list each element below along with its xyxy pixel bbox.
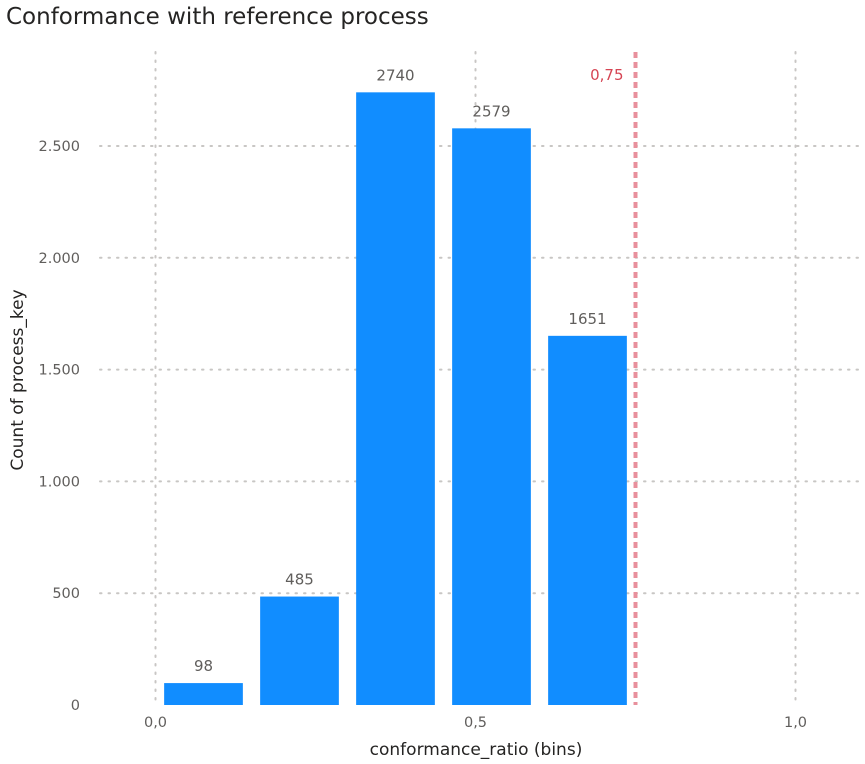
bar-value-label: 98 [194,657,213,675]
y-tick-label: 1.000 [38,474,80,490]
y-axis-title: Count of process_key [8,289,28,470]
x-tick-label: 0,0 [144,715,167,731]
y-tick-label: 1.500 [38,363,80,379]
histogram-bar [548,335,627,705]
y-tick-label: 500 [52,586,80,602]
bar-value-label: 1651 [568,310,606,328]
reference-line-label: 0,75 [590,66,623,84]
data-labels: 98 485 2740 2579 1651 [194,66,607,675]
x-tick-label: 1,0 [784,715,807,731]
histogram-bar [164,683,243,705]
y-tick-label: 2.500 [38,139,80,155]
histogram-bar [260,596,339,705]
histogram-bar [452,128,531,706]
y-tick-label: 0 [71,698,80,714]
bar-value-label: 485 [285,571,314,589]
x-tick-label: 0,5 [464,715,487,731]
chart-title: Conformance with reference process [6,4,429,30]
bars [164,92,627,706]
bar-value-label: 2579 [472,102,510,120]
reference-line-group: 0,75 [590,52,638,705]
bar-value-label: 2740 [376,66,414,84]
x-axis-title: conformance_ratio (bins) [370,740,583,760]
y-tick-label: 2.000 [38,251,80,267]
histogram-bar [356,92,435,705]
axis-ticks: 0 500 1.000 1.500 2.000 2.500 0,0 0,5 1,0 [38,139,807,731]
